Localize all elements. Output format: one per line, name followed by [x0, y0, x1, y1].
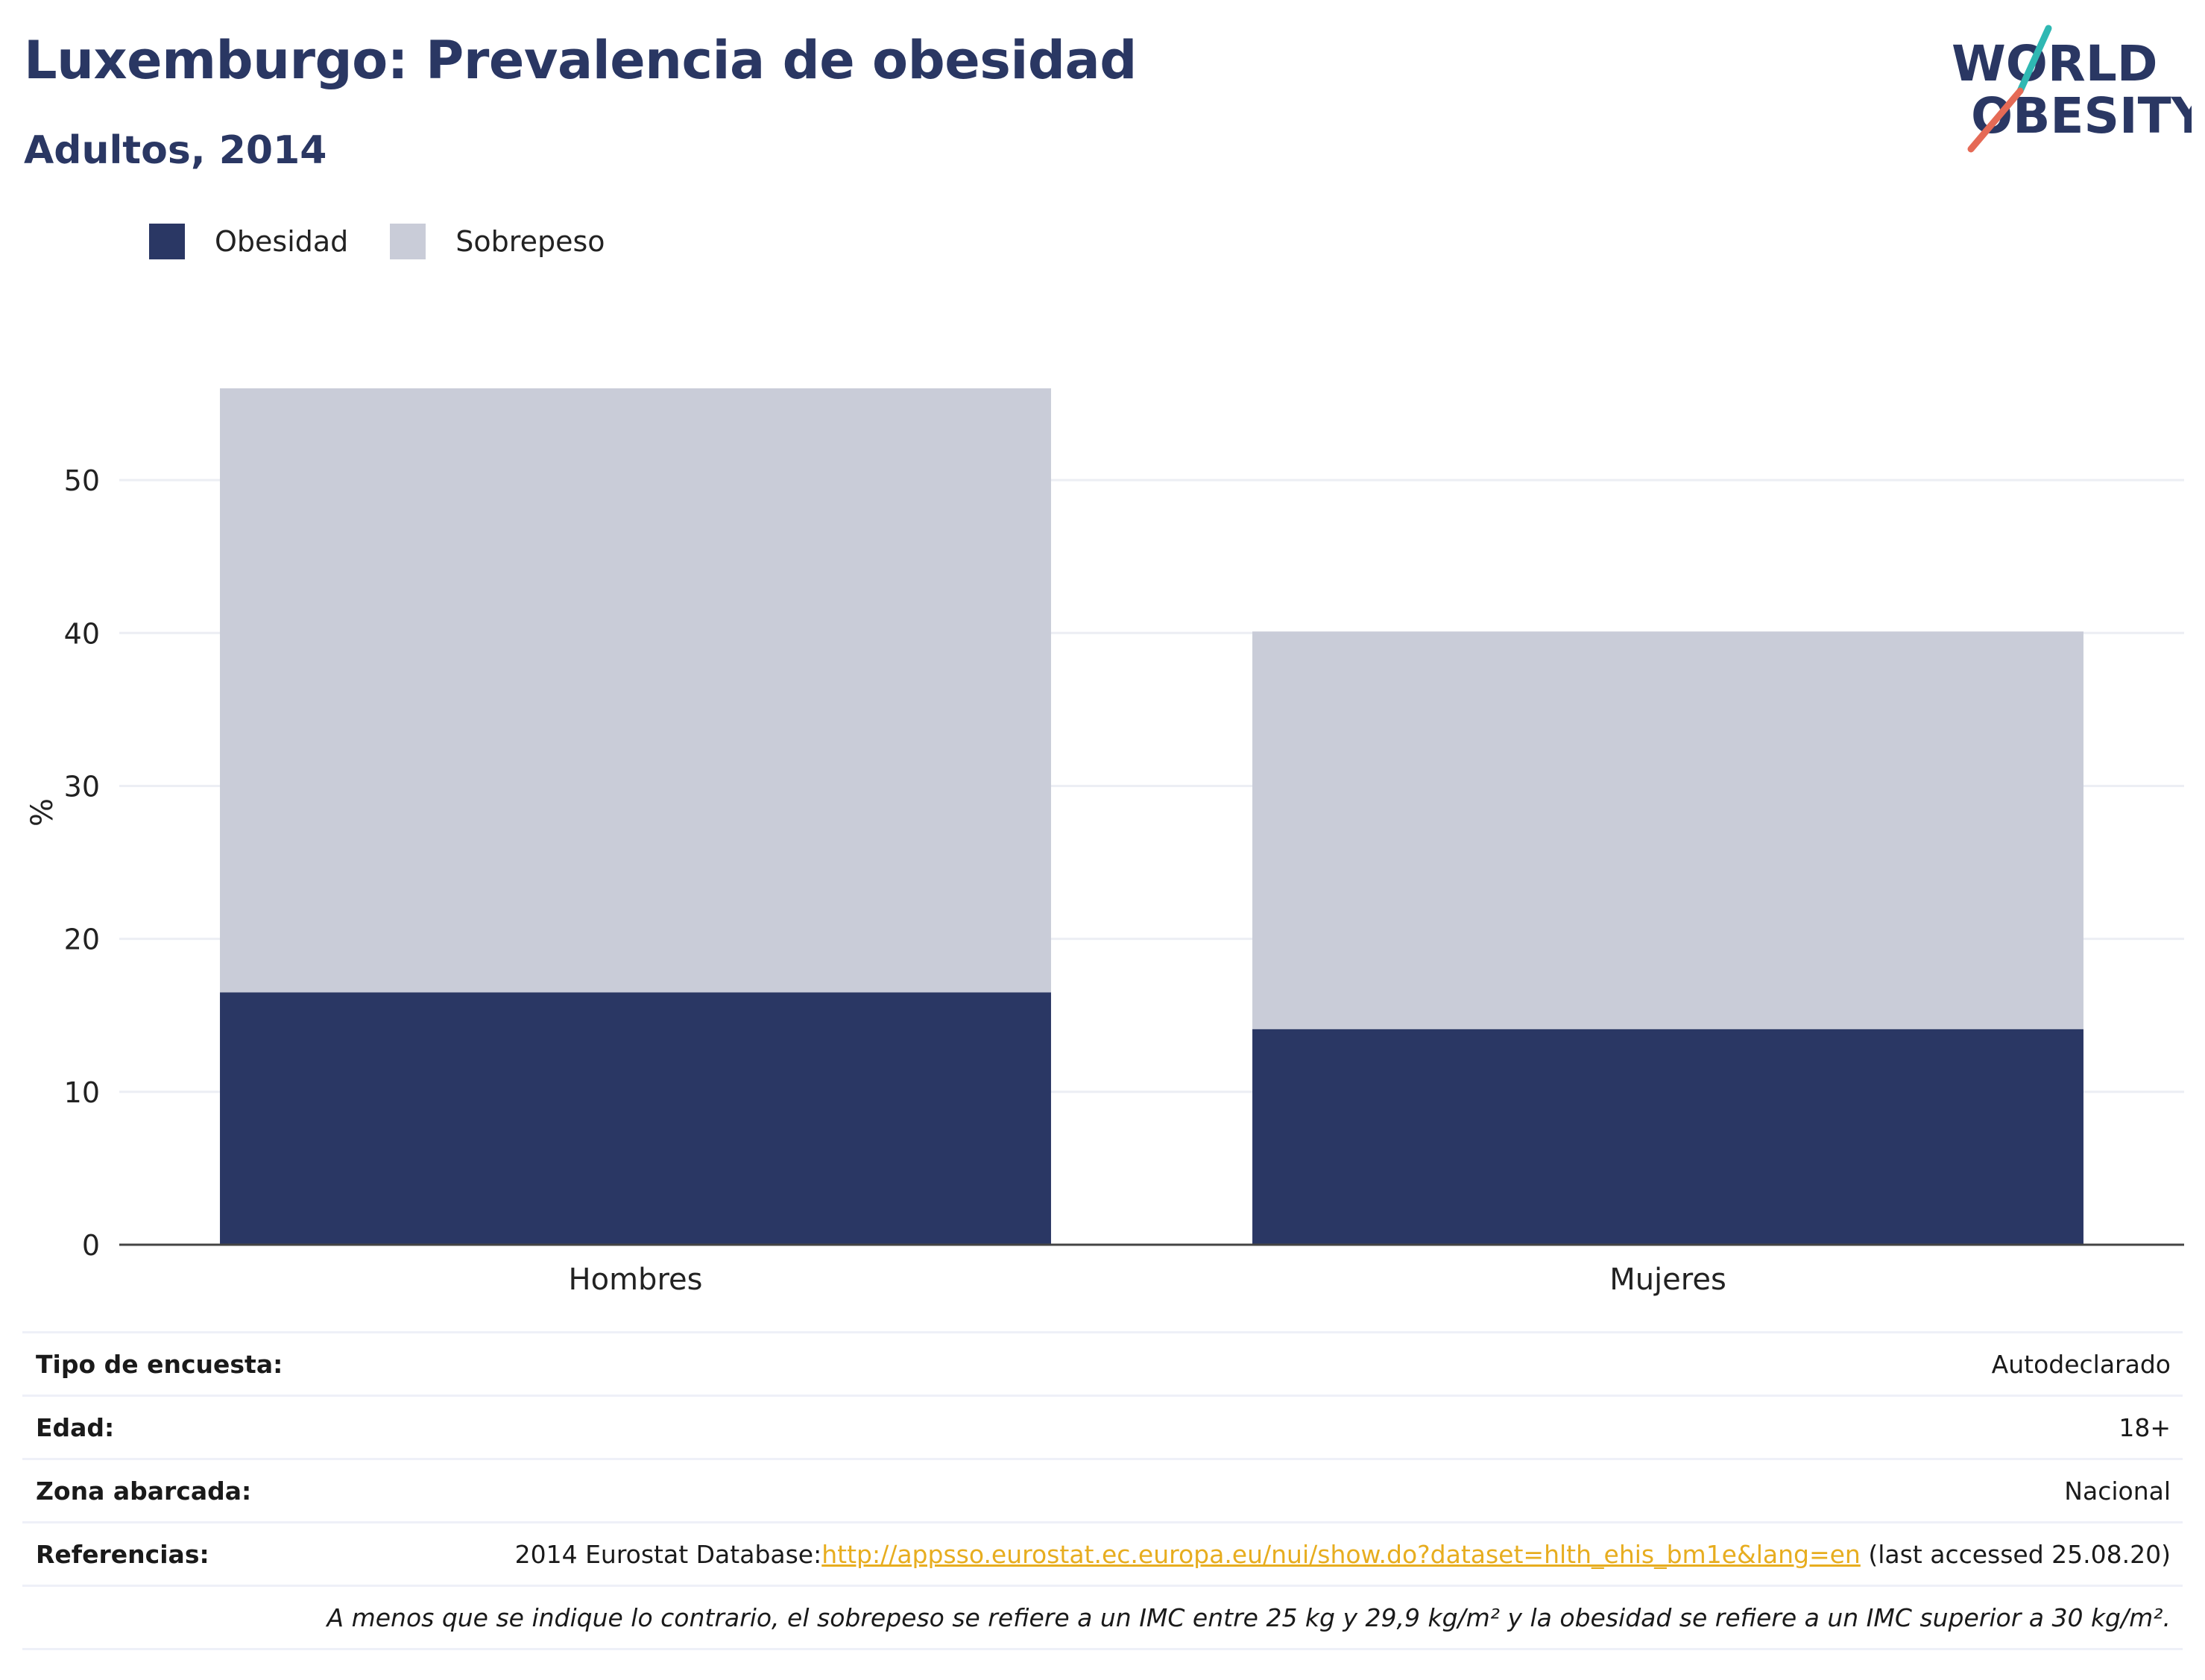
y-tick-label: 50 [64, 464, 100, 497]
chart-title: Luxemburgo: Prevalencia de obesidad [24, 30, 1137, 91]
info-row-note: A menos que se indique lo contrario, el … [22, 1585, 2183, 1650]
legend-swatch-sobrepeso [390, 224, 426, 259]
info-row-references: Referencias: 2014 Eurostat Database:http… [22, 1521, 2183, 1585]
references-suffix: (last accessed 25.08.20) [1860, 1539, 2171, 1569]
y-tick-label: 40 [64, 617, 100, 650]
survey-type-label: Tipo de encuesta: [36, 1349, 283, 1379]
references-label: Referencias: [36, 1539, 209, 1569]
x-tick-label: Mujeres [1609, 1263, 1726, 1297]
x-tick-label: Hombres [569, 1263, 703, 1297]
info-row-age: Edad: 18+ [22, 1395, 2183, 1458]
bar-obesidad-hombres[interactable] [220, 992, 1051, 1245]
legend-item-sobrepeso[interactable]: Sobrepeso [390, 224, 605, 259]
logo-line2: OBESITY [1971, 87, 2192, 145]
bar-sobrepeso-mujeres[interactable] [1252, 631, 2083, 1029]
y-axis-label: % [25, 798, 60, 827]
y-tick-label: 0 [82, 1229, 100, 1262]
y-tick-label: 20 [64, 923, 100, 956]
y-tick-label: 10 [64, 1076, 100, 1109]
legend-label-sobrepeso: Sobrepeso [455, 225, 605, 258]
references-prefix: 2014 Eurostat Database: [514, 1539, 822, 1569]
info-table: Tipo de encuesta: Autodeclarado Edad: 18… [22, 1331, 2183, 1650]
logo-line1: WORLD [1952, 35, 2158, 92]
age-label: Edad: [36, 1412, 115, 1442]
legend-item-obesidad[interactable]: Obesidad [149, 224, 348, 259]
chart-subtitle: Adultos, 2014 [24, 128, 327, 173]
bar-obesidad-mujeres[interactable] [1252, 1029, 2083, 1245]
area-label: Zona abarcada: [36, 1476, 252, 1506]
legend-label-obesidad: Obesidad [215, 225, 349, 258]
legend-swatch-obesidad [149, 224, 185, 259]
bar-sobrepeso-hombres[interactable] [220, 388, 1051, 993]
axes: 0 10 20 30 40 50 Hombres Mujeres [64, 464, 2184, 1297]
legend: Obesidad Sobrepeso [149, 222, 647, 261]
references-link[interactable]: http://appsso.eurostat.ec.europa.eu/nui/… [821, 1539, 1861, 1569]
area-value: Nacional [2064, 1476, 2171, 1506]
y-tick-label: 30 [64, 770, 100, 803]
definition-note: A menos que se indique lo contrario, el … [327, 1602, 2171, 1632]
info-row-survey-type: Tipo de encuesta: Autodeclarado [22, 1331, 2183, 1395]
survey-type-value: Autodeclarado [1991, 1349, 2171, 1379]
bars [220, 388, 2083, 1245]
info-row-area: Zona abarcada: Nacional [22, 1458, 2183, 1521]
bar-chart: 0 10 20 30 40 50 Hombres Mujeres % [25, 388, 2184, 1297]
world-obesity-logo: WORLD OBESITY [1952, 25, 2192, 153]
age-value: 18+ [2119, 1412, 2171, 1442]
references-value: 2014 Eurostat Database:http://appsso.eur… [515, 1540, 2183, 1569]
